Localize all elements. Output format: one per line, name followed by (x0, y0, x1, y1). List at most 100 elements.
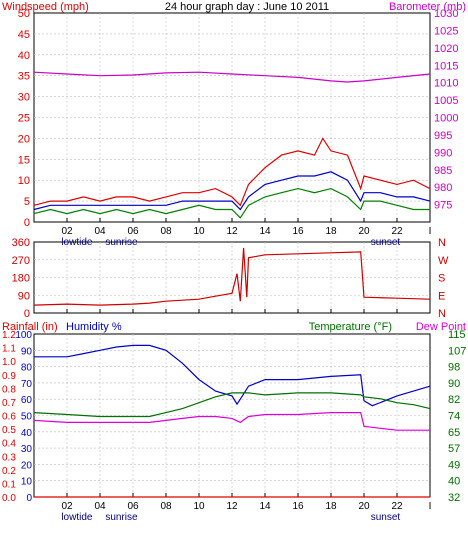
rainfall-tick-label: 0.5 (2, 425, 16, 436)
dewpoint-series-line (33, 412, 430, 431)
windspeed-tick-label: 0 (24, 217, 30, 229)
rainfall-tick-label: 0.7 (2, 398, 16, 409)
direction-tick-label: 90 (18, 290, 30, 302)
rainfall-tick-label: 0.1 (2, 479, 16, 490)
temperature-tick-label: 57 (448, 443, 460, 455)
windspeed-tick-label: 30 (18, 92, 30, 104)
x-tick-label: I (429, 501, 432, 512)
x-tick-label: 10 (193, 226, 205, 237)
rainfall-tick-label: 1.1 (2, 344, 16, 355)
barometer-tick-label: 1030 (434, 8, 458, 20)
temperature-tick-label: 98 (448, 362, 460, 374)
temperature-tick-label: 74 (448, 411, 460, 423)
humidity-tick-label: 80 (21, 363, 33, 374)
temperature-tick-label: 49 (448, 459, 460, 471)
windspeed-axis-label: Windspeed (mph) (2, 1, 89, 13)
humidity-tick-label: 20 (21, 460, 33, 471)
x-tick-label: 14 (259, 226, 271, 237)
windspeed-tick-label: 15 (18, 154, 30, 166)
x-tick-label: I (429, 226, 432, 237)
x-tick-label: 08 (160, 501, 172, 512)
x-tick-label: 14 (259, 501, 271, 512)
temperature-tick-label: 115 (448, 329, 466, 341)
direction-tick-label: 360 (12, 237, 30, 249)
barometer-tick-label: 975 (434, 200, 452, 212)
x-tick-label: 02 (61, 501, 73, 512)
x-tick-label: 22 (391, 226, 403, 237)
x-tick-label: 06 (127, 226, 139, 237)
temperature-tick-label: 82 (448, 394, 460, 406)
temperature-series-line (33, 392, 431, 418)
temperature-tick-label: 32 (448, 492, 460, 504)
windspeed-tick-label: 25 (18, 113, 30, 125)
windspeed-tick-label: 40 (18, 50, 30, 62)
x-tick-label: 06 (127, 501, 139, 512)
barometer-axis-label: Barometer (mb) (389, 1, 466, 13)
x-tick-label: 18 (325, 501, 337, 512)
barometer-tick-label: 1005 (434, 95, 458, 107)
barometer-series-line (33, 71, 431, 83)
humidity-axis-label: Humidity % (66, 321, 122, 333)
direction-tick-label: 180 (12, 273, 30, 285)
temperature-axis-label: Temperature (°F) (309, 321, 392, 333)
barometer-tick-label: 1000 (434, 113, 458, 125)
x-tick-label: 08 (160, 226, 172, 237)
barometer-tick-label: 980 (434, 182, 452, 194)
humidity-tick-label: 30 (21, 444, 33, 455)
x-tick-label: 22 (391, 501, 403, 512)
marker-label-sunrise: sunrise (105, 237, 138, 248)
temperature-tick-label: 107 (448, 345, 466, 357)
rainfall-tick-label: 0.4 (2, 439, 16, 450)
rainfall-tick-label: 0.0 (2, 493, 16, 504)
compass-tick-label: N (438, 308, 446, 320)
x-tick-label: 04 (94, 226, 106, 237)
dewpoint-axis-label: Dew Point (416, 321, 466, 333)
barometer-tick-label: 990 (434, 147, 452, 159)
x-tick-label: 04 (94, 501, 106, 512)
compass-tick-label: E (438, 290, 445, 302)
x-tick-label: 18 (325, 226, 337, 237)
windspeed-tick-label: 20 (18, 133, 30, 145)
windspeed-tick-label: 45 (18, 29, 30, 41)
humidity-series-line (34, 344, 431, 407)
wind-direction-series-line (33, 247, 431, 306)
humidity-tick-label: 50 (21, 412, 33, 423)
barometer-tick-label: 1025 (434, 25, 458, 37)
direction-tick-label: 0 (24, 308, 30, 320)
marker-label-sunset: sunset (371, 237, 401, 248)
rainfall-tick-label: 0.8 (2, 384, 16, 395)
x-tick-label: 12 (226, 501, 238, 512)
wind-series-line (33, 137, 431, 207)
direction-tick-label: 270 (12, 255, 30, 267)
rainfall-tick-label: 0.9 (2, 371, 16, 382)
x-tick-label: 20 (358, 226, 370, 237)
compass-tick-label: W (438, 255, 449, 267)
humidity-tick-label: 10 (21, 477, 33, 488)
graph-title: 24 hour graph day : June 10 2011 (165, 1, 329, 13)
humidity-tick-label: 100 (15, 330, 32, 341)
x-tick-label: 16 (292, 501, 304, 512)
barometer-tick-label: 995 (434, 130, 452, 142)
rainfall-tick-label: 0.3 (2, 452, 16, 463)
x-tick-label: 02 (61, 226, 73, 237)
panels: 0510152025303540455097598098599099510001… (2, 8, 466, 523)
marker-label-sunset: sunset (371, 512, 401, 523)
rainfall-tick-label: 1.2 (2, 330, 16, 341)
humidity-tick-label: 40 (21, 428, 33, 439)
compass-tick-label: S (438, 273, 445, 285)
windspeed-tick-label: 50 (18, 8, 30, 20)
rainfall-axis-label: Rainfall (in) (2, 321, 58, 333)
temperature-tick-label: 40 (448, 476, 460, 488)
rainfall-tick-label: 1.0 (2, 357, 16, 368)
windspeed-tick-label: 5 (24, 196, 30, 208)
marker-label-lowtide: lowtide (61, 512, 93, 523)
low_wind-series-line (33, 187, 430, 219)
windspeed-tick-label: 10 (18, 175, 30, 187)
barometer-tick-label: 985 (434, 165, 452, 177)
humidity-tick-label: 70 (21, 379, 33, 390)
humidity-tick-label: 0 (26, 493, 32, 504)
humidity-tick-label: 90 (21, 346, 33, 357)
rainfall-tick-label: 0.6 (2, 412, 16, 423)
humidity-tick-label: 60 (21, 395, 33, 406)
